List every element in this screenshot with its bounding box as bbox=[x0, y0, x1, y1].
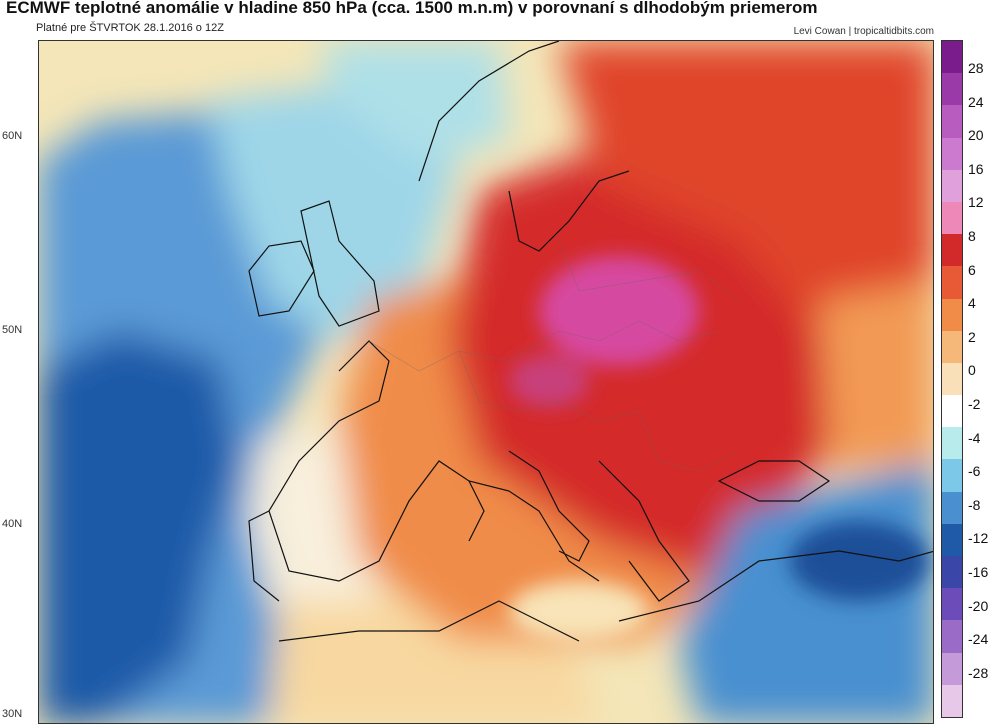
color-scale-label: 28 bbox=[968, 60, 984, 76]
color-scale-segment bbox=[942, 620, 962, 653]
lat-label-50n: 50N bbox=[2, 324, 23, 336]
color-scale-label: -12 bbox=[968, 530, 989, 547]
color-scale-segment bbox=[942, 427, 962, 460]
color-scale-label: -8 bbox=[968, 496, 981, 513]
color-scale-label: 24 bbox=[968, 93, 984, 110]
color-scale-segment bbox=[942, 169, 962, 202]
color-scale-label: 8 bbox=[968, 228, 976, 244]
field-alps-core bbox=[509, 355, 589, 407]
color-scale-segment bbox=[942, 73, 962, 106]
country-borders bbox=[368, 240, 740, 472]
field-north-cool bbox=[319, 41, 509, 161]
lat-label-40n: 40N bbox=[2, 518, 23, 530]
color-scale bbox=[941, 40, 963, 718]
color-scale-label: -2 bbox=[968, 396, 981, 412]
credit: Levi Cowan | tropicaltidbits.com bbox=[793, 26, 934, 37]
map-title: ECMWF teplotné anomálie v hladine 850 hP… bbox=[6, 0, 818, 17]
color-scale-label: 4 bbox=[968, 295, 976, 312]
color-scale-label: -4 bbox=[968, 429, 981, 446]
color-scale-segment bbox=[942, 298, 962, 331]
coastlines bbox=[248, 41, 933, 642]
color-scale-segment bbox=[942, 362, 962, 396]
color-scale-segment bbox=[942, 105, 962, 138]
field-british-isles bbox=[209, 81, 459, 341]
valid-time: Platné pre ŠTVRTOK 28.1.2016 o 12Z bbox=[36, 22, 224, 34]
color-scale-segment bbox=[942, 41, 962, 74]
color-scale-segment bbox=[942, 684, 962, 717]
color-scale-segment bbox=[942, 395, 962, 428]
lat-label-60n: 60N bbox=[2, 130, 23, 142]
color-scale-label: -16 bbox=[968, 564, 989, 580]
field-turkey-core bbox=[789, 521, 929, 601]
color-scale-label: -6 bbox=[968, 463, 981, 480]
color-scale-segment bbox=[942, 491, 962, 524]
color-scale-segment bbox=[942, 588, 962, 621]
color-scale-label: 12 bbox=[968, 194, 984, 211]
color-scale-segment bbox=[942, 652, 962, 685]
field-mediterranean-pale bbox=[509, 581, 649, 641]
field-poland-core bbox=[539, 256, 699, 366]
color-scale-segment bbox=[942, 266, 962, 299]
color-scale-segment bbox=[942, 201, 962, 235]
color-scale-segment bbox=[942, 330, 962, 363]
color-scale-label: 0 bbox=[968, 362, 976, 379]
color-scale-segment bbox=[942, 234, 962, 267]
field-russia-warm bbox=[559, 41, 933, 361]
color-scale-segment bbox=[942, 523, 962, 556]
color-scale-segment bbox=[942, 459, 962, 492]
field-east-orange bbox=[819, 281, 933, 471]
field-atlantic-cold bbox=[39, 331, 239, 723]
color-scale-segment bbox=[942, 137, 962, 170]
color-scale-label: 20 bbox=[968, 127, 984, 144]
color-scale-label: 6 bbox=[968, 261, 976, 278]
color-scale-label: -24 bbox=[968, 631, 989, 648]
color-scale-segment bbox=[942, 556, 962, 589]
color-scale-label: 16 bbox=[968, 160, 984, 177]
lat-label-30n: 30N bbox=[2, 708, 23, 720]
color-scale-label: -28 bbox=[968, 664, 989, 681]
color-scale-label: -20 bbox=[968, 597, 989, 614]
anomaly-map bbox=[38, 40, 934, 724]
color-scale-label: 2 bbox=[968, 328, 976, 345]
